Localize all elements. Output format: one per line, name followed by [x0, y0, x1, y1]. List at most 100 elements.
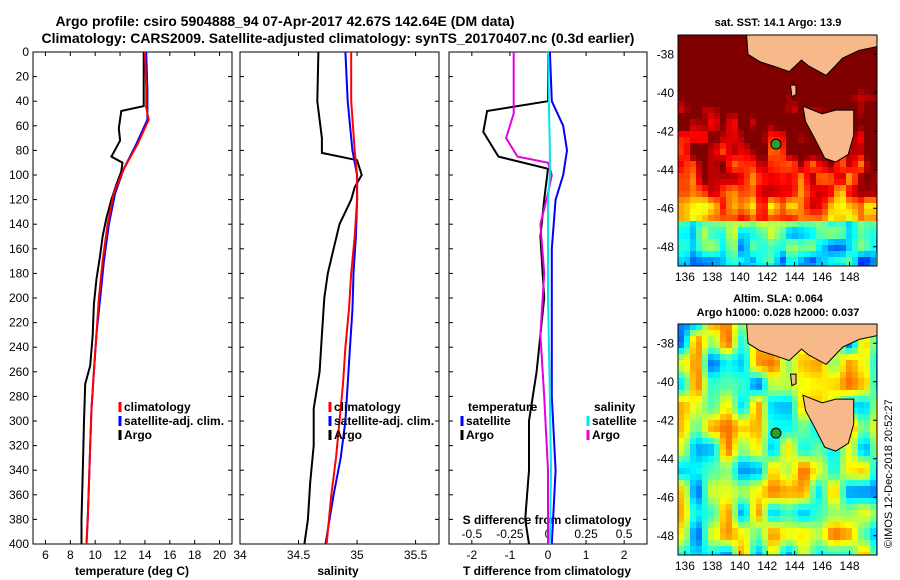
- map-cell: [792, 245, 798, 251]
- legend-argo-label: Argo: [124, 428, 152, 442]
- map-cell: [828, 77, 834, 83]
- map-cell: [684, 432, 690, 438]
- sla-land: [746, 324, 877, 452]
- map-cell: [816, 396, 822, 402]
- map-cell: [714, 504, 720, 510]
- map-cell: [828, 245, 834, 251]
- map-cell: [846, 203, 852, 209]
- map-cell: [738, 552, 744, 555]
- map-cell: [684, 324, 690, 330]
- map-cell: [798, 203, 804, 209]
- map-cell: [756, 101, 762, 107]
- map-cell: [810, 263, 816, 266]
- y-tick-label: -40: [657, 375, 675, 389]
- map-cell: [864, 366, 870, 372]
- map-cell: [684, 113, 690, 119]
- map-cell: [810, 155, 816, 161]
- map-cell: [810, 366, 816, 372]
- map-cell: [786, 101, 792, 107]
- map-cell: [756, 354, 762, 360]
- map-cell: [726, 546, 732, 552]
- map-cell: [696, 263, 702, 266]
- map-cell: [678, 390, 684, 396]
- map-cell: [858, 480, 864, 486]
- map-cell: [822, 528, 828, 534]
- map-cell: [852, 197, 858, 203]
- map-cell: [750, 191, 756, 197]
- map-cell: [768, 402, 774, 408]
- map-cell: [780, 149, 786, 155]
- map-cell: [726, 468, 732, 474]
- map-cell: [858, 438, 864, 444]
- map-cell: [816, 468, 822, 474]
- map-cell: [798, 155, 804, 161]
- map-cell: [684, 83, 690, 89]
- map-cell: [750, 528, 756, 534]
- map-cell: [696, 215, 702, 221]
- map-cell: [708, 203, 714, 209]
- map-cell: [810, 149, 816, 155]
- map-cell: [720, 77, 726, 83]
- map-cell: [864, 161, 870, 167]
- map-cell: [720, 336, 726, 342]
- map-cell: [732, 354, 738, 360]
- map-cell: [864, 384, 870, 390]
- map-cell: [720, 89, 726, 95]
- map-cell: [828, 179, 834, 185]
- map-cell: [744, 432, 750, 438]
- map-cell: [852, 498, 858, 504]
- map-cell: [702, 474, 708, 480]
- map-cell: [708, 384, 714, 390]
- map-cell: [732, 95, 738, 101]
- map-cell: [870, 131, 876, 137]
- map-cell: [750, 534, 756, 540]
- map-cell: [738, 125, 744, 131]
- map-cell: [684, 143, 690, 149]
- map-cell: [702, 209, 708, 215]
- map-cell: [678, 83, 684, 89]
- map-cell: [852, 486, 858, 492]
- map-cell: [678, 239, 684, 245]
- map-cell: [708, 131, 714, 137]
- map-cell: [870, 143, 876, 149]
- map-cell: [780, 540, 786, 546]
- map-cell: [726, 552, 732, 555]
- map-cell: [720, 41, 726, 47]
- map-cell: [726, 330, 732, 336]
- map-cell: [714, 534, 720, 540]
- map-cell: [678, 167, 684, 173]
- map-cell: [708, 185, 714, 191]
- map-cell: [798, 143, 804, 149]
- map-cell: [738, 203, 744, 209]
- map-cell: [690, 348, 696, 354]
- map-cell: [756, 209, 762, 215]
- map-cell: [768, 384, 774, 390]
- sal-satellite-line: [324, 51, 359, 545]
- map-cell: [690, 41, 696, 47]
- map-cell: [756, 474, 762, 480]
- map-cell: [768, 504, 774, 510]
- map-cell: [684, 522, 690, 528]
- map-cell: [768, 486, 774, 492]
- map-cell: [822, 245, 828, 251]
- map-cell: [744, 498, 750, 504]
- map-cell: [720, 504, 726, 510]
- map-cell: [786, 215, 792, 221]
- map-cell: [738, 432, 744, 438]
- map-cell: [864, 408, 870, 414]
- map-cell: [732, 390, 738, 396]
- map-cell: [858, 167, 864, 173]
- map-cell: [732, 185, 738, 191]
- map-cell: [792, 239, 798, 245]
- map-cell: [750, 480, 756, 486]
- map-cell: [870, 444, 876, 450]
- map-cell: [870, 522, 876, 528]
- map-cell: [870, 402, 876, 408]
- map-cell: [786, 131, 792, 137]
- map-cell: [708, 263, 714, 266]
- map-cell: [828, 161, 834, 167]
- map-cell: [816, 221, 822, 227]
- map-cell: [684, 197, 690, 203]
- map-cell: [750, 143, 756, 149]
- map-cell: [690, 336, 696, 342]
